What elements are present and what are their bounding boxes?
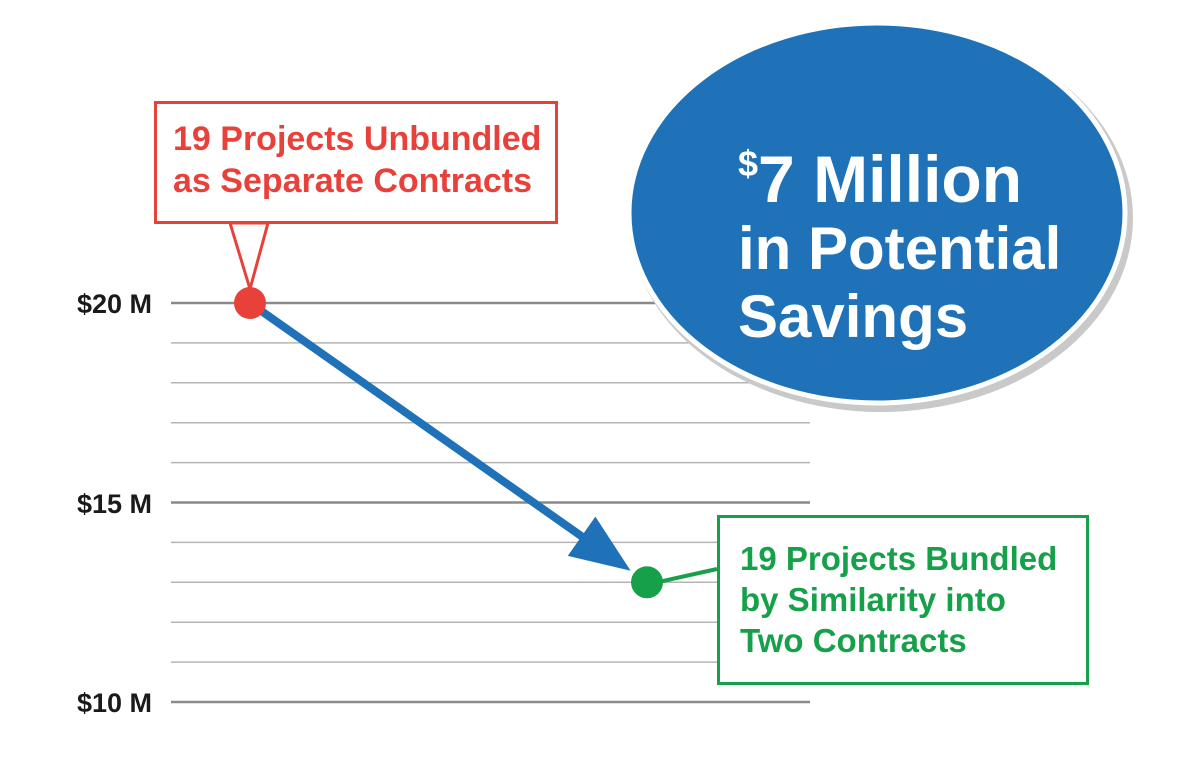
savings-headline-line-1: $7 Million xyxy=(700,128,1080,215)
savings-unit: Million xyxy=(794,142,1023,216)
savings-headline-line-2: in Potential xyxy=(738,215,1062,282)
unbundled-callout-line-1: 19 Projects Unbundled xyxy=(173,120,542,158)
bundled-callout: 19 Projects Bundled by Similarity into T… xyxy=(717,515,1089,685)
savings-amount: 7 xyxy=(758,142,795,216)
trend-arrow-head xyxy=(567,516,631,571)
y-tick-label-20: $20 M xyxy=(77,289,152,319)
currency-symbol: $ xyxy=(738,143,759,184)
y-tick-label-15: $15 M xyxy=(77,489,152,519)
data-point-unbundled xyxy=(234,287,266,319)
savings-headline-line-3: Savings xyxy=(738,283,969,350)
trend-arrow-shaft xyxy=(259,307,588,542)
unbundled-callout-pointer xyxy=(227,221,270,295)
savings-headline: $7 Million in Potential Savings xyxy=(700,128,1080,351)
bundled-callout-line-1: 19 Projects Bundled xyxy=(740,540,1058,577)
unbundled-callout: 19 Projects Unbundled as Separate Contra… xyxy=(154,101,558,224)
bundled-callout-line-3: Two Contracts xyxy=(740,622,967,659)
bundled-callout-pointer xyxy=(656,567,718,585)
data-point-bundled xyxy=(631,566,663,599)
bundled-callout-line-2: by Similarity into xyxy=(740,581,1006,618)
savings-bubble xyxy=(626,20,1128,406)
y-axis-ticks: $20 M $15 M $10 M xyxy=(77,289,152,718)
y-tick-label-10: $10 M xyxy=(77,688,152,718)
unbundled-callout-line-2: as Separate Contracts xyxy=(173,162,533,200)
